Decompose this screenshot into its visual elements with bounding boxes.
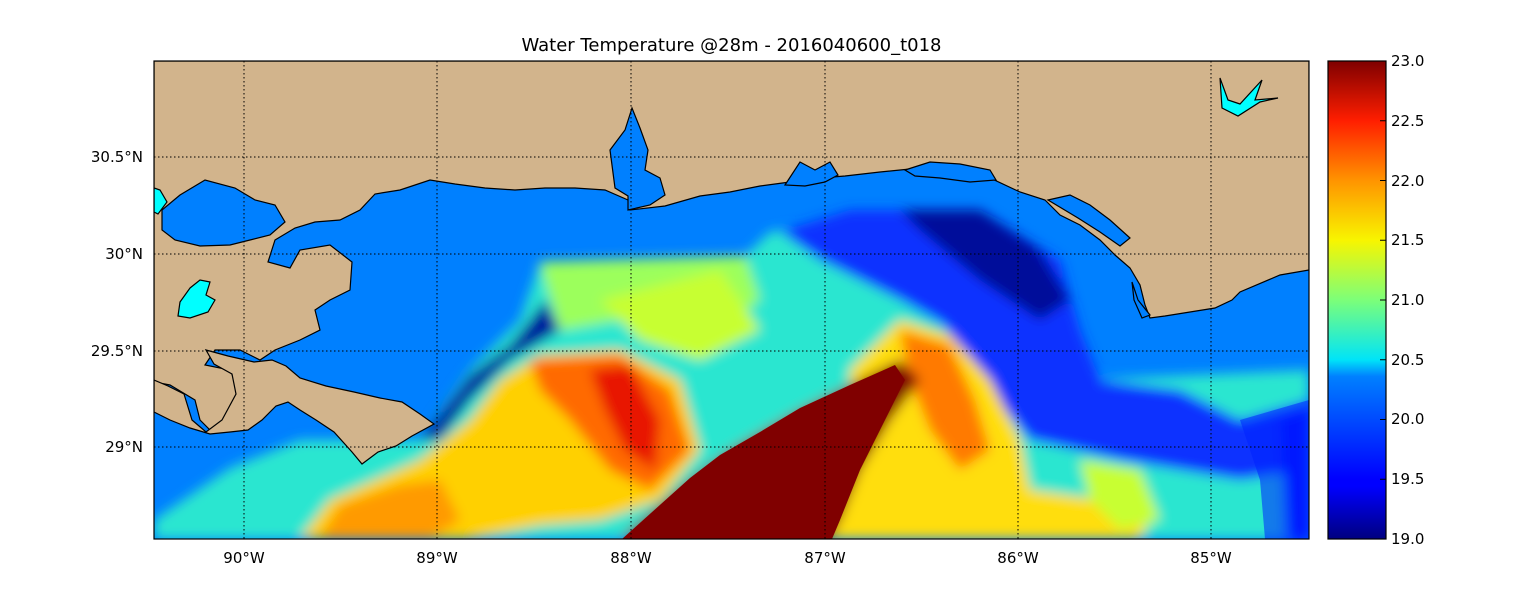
lat-label: 29°N [105,438,143,456]
land-mass [154,61,1309,431]
colorbar-tick-label: 19.0 [1391,530,1424,548]
latitude-labels: 30.5°N 30°N 29.5°N 29°N [91,148,143,456]
colorbar-tick-label: 22.0 [1391,172,1424,190]
lon-label: 90°W [223,549,265,567]
longitude-labels: 90°W 89°W 88°W 87°W 86°W 85°W [223,549,1232,567]
lake-left-edge [154,187,168,215]
lon-label: 87°W [804,549,846,567]
lon-label: 89°W [416,549,458,567]
lake-top-right [1219,77,1279,117]
gridlines [154,61,1309,539]
colorbar-tick-label: 19.5 [1391,470,1424,488]
lon-label: 88°W [610,549,652,567]
colorbar-tick-label: 22.5 [1391,112,1424,130]
colorbar-tick-label: 20.0 [1391,410,1424,428]
colorbar-tick-label: 23.0 [1391,52,1424,70]
colorbar-labels: 23.0 22.5 22.0 21.5 21.0 20.5 20.0 19.5 … [1391,52,1424,548]
lon-label: 85°W [1190,549,1232,567]
map-frame [153,60,1310,540]
lat-label: 30.5°N [91,148,143,166]
colorbar-ticks [1380,60,1386,540]
colorbar-tick-label: 21.5 [1391,231,1424,249]
lon-label: 86°W [997,549,1039,567]
lake-interior [177,279,216,319]
lat-label: 29.5°N [91,342,143,360]
map-title: Water Temperature @28m - 2016040600_t018 [521,35,942,56]
colorbar-tick-label: 20.5 [1391,351,1424,369]
colorbar-tick-label: 21.0 [1391,291,1424,309]
temperature-field [154,210,1309,539]
lat-label: 30°N [105,245,143,263]
colorbar [1327,60,1387,540]
